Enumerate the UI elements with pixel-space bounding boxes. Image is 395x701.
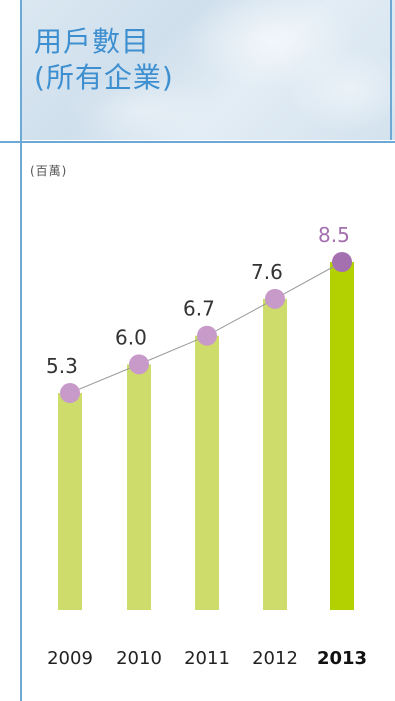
value-label-2010: 6.0 <box>115 325 147 349</box>
bar-2013 <box>330 262 354 610</box>
category-label-2013: 2013 <box>317 648 367 669</box>
category-label-2011: 2011 <box>184 648 230 669</box>
bar-2009 <box>58 393 82 610</box>
bar-2010 <box>127 364 151 610</box>
marker-2013 <box>332 252 352 272</box>
header-divider <box>0 141 395 143</box>
value-label-2009: 5.3 <box>46 354 78 378</box>
marker-2011 <box>197 325 217 346</box>
marker-2009 <box>60 383 80 404</box>
frame-right-border <box>390 0 392 140</box>
marker-2012 <box>265 288 285 309</box>
value-label-2013: 8.5 <box>318 223 350 247</box>
bar-2011 <box>195 335 219 610</box>
value-label-2012: 7.6 <box>251 260 283 284</box>
category-label-2010: 2010 <box>116 648 162 669</box>
marker-2010 <box>129 354 149 375</box>
chart-title: 用戶數目 (所有企業) <box>34 25 174 94</box>
value-label-2011: 6.7 <box>183 297 215 321</box>
chart-header: 用戶數目 (所有企業) <box>20 0 395 140</box>
category-label-2009: 2009 <box>47 648 93 669</box>
category-label-2012: 2012 <box>252 648 298 669</box>
bar-2012 <box>263 298 287 610</box>
frame-left-border <box>20 0 22 701</box>
unit-label: (百萬) <box>30 164 68 178</box>
